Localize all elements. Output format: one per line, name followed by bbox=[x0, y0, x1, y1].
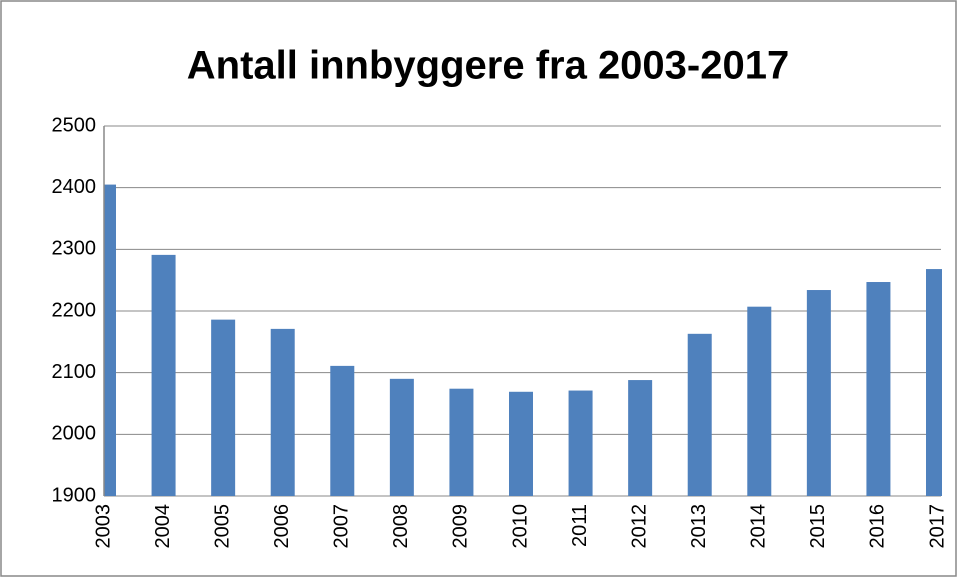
x-tick-label: 2017 bbox=[926, 504, 948, 549]
x-tick-label: 2007 bbox=[331, 504, 353, 549]
bar bbox=[151, 254, 176, 496]
bar bbox=[747, 306, 772, 496]
bar bbox=[330, 365, 355, 496]
x-tick-label: 2010 bbox=[509, 504, 531, 549]
bar bbox=[568, 390, 593, 496]
y-tick-label: 2100 bbox=[52, 361, 97, 383]
y-tick-label: 2000 bbox=[52, 423, 97, 445]
plot-area bbox=[104, 184, 942, 496]
x-tick-label: 2015 bbox=[807, 504, 829, 549]
x-tick-label: 2016 bbox=[867, 504, 889, 549]
x-tick-label: 2014 bbox=[748, 504, 770, 549]
x-tick-label: 2011 bbox=[569, 504, 591, 547]
x-tick-label: 2006 bbox=[271, 504, 293, 549]
bar bbox=[104, 184, 116, 496]
bar bbox=[628, 380, 653, 496]
x-tick-label: 2004 bbox=[152, 504, 174, 549]
x-tick-label: 2009 bbox=[450, 504, 472, 549]
y-tick-label: 2500 bbox=[52, 114, 97, 136]
x-tick-label: 2003 bbox=[92, 504, 114, 549]
bar bbox=[687, 333, 712, 496]
bar bbox=[449, 388, 474, 496]
bar bbox=[926, 269, 942, 496]
bar bbox=[211, 319, 236, 496]
bar bbox=[806, 290, 831, 496]
bar bbox=[270, 328, 295, 496]
x-tick-label: 2005 bbox=[211, 504, 233, 549]
y-tick-label: 1900 bbox=[52, 484, 97, 506]
y-tick-label: 2400 bbox=[52, 176, 97, 198]
bar bbox=[389, 378, 414, 496]
chart-title: Antall innbyggere fra 2003-2017 bbox=[187, 44, 789, 88]
x-tick-label: 2012 bbox=[628, 504, 650, 549]
x-tick-label: 2008 bbox=[390, 504, 412, 549]
bar bbox=[866, 282, 891, 496]
x-tick-label: 2013 bbox=[688, 504, 710, 549]
y-tick-label: 2200 bbox=[52, 299, 97, 321]
y-tick-label: 2300 bbox=[52, 238, 97, 260]
bar bbox=[509, 391, 533, 496]
